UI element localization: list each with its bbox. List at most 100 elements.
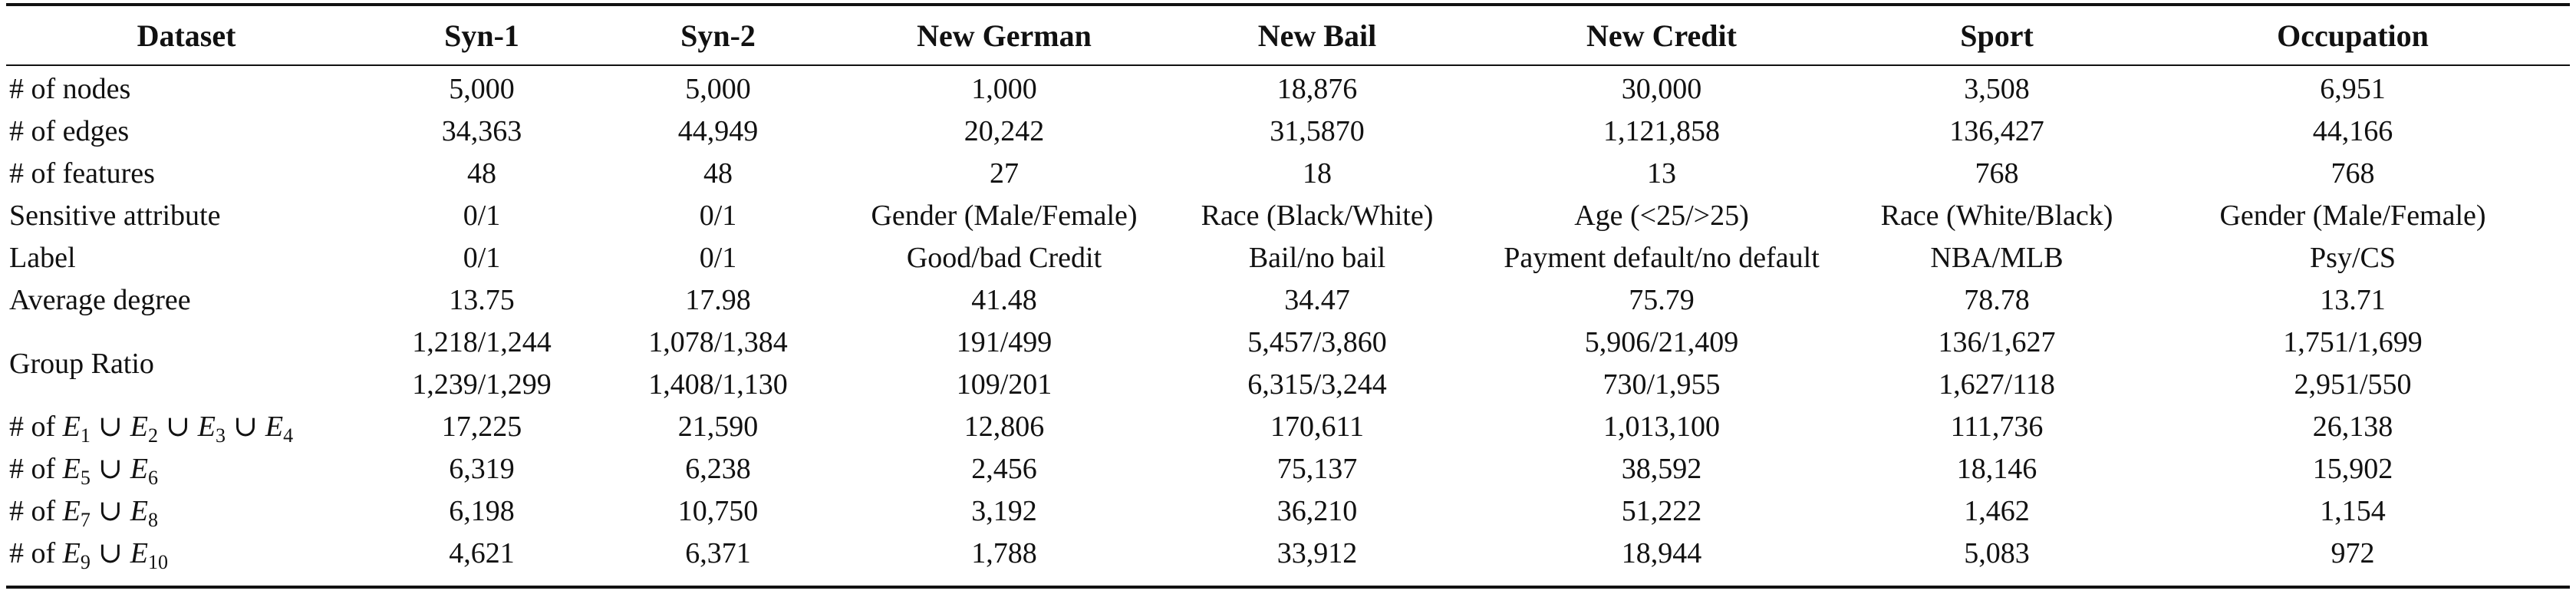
table-cell: 136/1,627 1,627/118 (1858, 322, 2136, 406)
table-cell: 75,137 (1276, 453, 1358, 485)
table-cell: 33,912 (1276, 537, 1358, 569)
table-cell: 18 (1303, 157, 1332, 190)
header-new-german: New German (917, 18, 1092, 53)
header-rule (6, 64, 2570, 66)
table-cell: Payment default/no default (1504, 242, 1820, 274)
group-ratio-line-2: 730/1,955 (1603, 368, 1721, 401)
table-cell: 5,457/3,860 6,315/3,244 (1169, 322, 1465, 406)
table-cell: 18,146 (1956, 453, 2037, 485)
row-label: # of E1 ∪ E2 ∪ E3 ∪ E4 (6, 406, 367, 448)
union-symbol: ∪ (97, 453, 123, 485)
table-body: # of nodes 5,000 5,000 1,000 18,876 30,000 3,5… (6, 65, 2570, 575)
table-cell: 6,319 (449, 453, 515, 485)
table-cell: 0/1 (463, 200, 501, 232)
table-cell: 78.78 (1964, 284, 2030, 316)
table-cell: 0/1 (699, 242, 737, 274)
table-row: # of edges 34,363 44,949 20,242 31,5870 1,121… (6, 111, 2570, 153)
table-cell: 1,751/1,699 2,951/550 (2136, 322, 2570, 406)
union-symbol: ∪ (97, 411, 123, 443)
edge-set-symbol: E (130, 537, 148, 569)
table-cell: Gender (Male/Female) (2219, 200, 2486, 232)
edge-set-symbol: E (62, 453, 81, 485)
table-cell: Good/bad Credit (906, 242, 1102, 274)
table-cell: 20,242 (964, 115, 1045, 147)
row-label: # of E5 ∪ E6 (6, 448, 367, 490)
table-cell: 0/1 (463, 242, 501, 274)
table-cell: 170,611 (1270, 411, 1365, 443)
row-label-prefix: # of (9, 495, 63, 527)
table-cell: 1,788 (971, 537, 1037, 569)
table-cell: 1,218/1,244 1,239/1,299 (367, 322, 597, 406)
table-cell: 5,000 (685, 73, 751, 105)
row-label: # of E7 ∪ E8 (6, 490, 367, 533)
table-cell: NBA/MLB (1930, 242, 2064, 274)
table-cell: 6,371 (685, 537, 751, 569)
table-cell: 1,000 (971, 73, 1037, 105)
row-label: # of features (9, 157, 155, 190)
table-cell: Gender (Male/Female) (871, 200, 1138, 232)
edge-set-subscript: 1 (80, 424, 91, 447)
table-cell: 111,736 (1950, 411, 2044, 443)
table-cell: 136,427 (1949, 115, 2044, 147)
row-label: # of E9 ∪ E10 (6, 533, 367, 575)
row-label: Group Ratio (9, 347, 154, 380)
table-cell: 4,621 (449, 537, 515, 569)
table-cell: 75.79 (1629, 284, 1695, 316)
table-cell: 3,508 (1964, 73, 2030, 105)
union-symbol: ∪ (165, 411, 190, 443)
group-ratio-line-2: 1,627/118 (1939, 368, 2055, 401)
table-cell: 13.75 (449, 284, 515, 316)
table-cell: 36,210 (1276, 495, 1358, 527)
table-cell: 1,154 (2320, 495, 2386, 527)
table-cell: 30,000 (1621, 73, 1702, 105)
row-label: Label (9, 242, 76, 274)
group-ratio-line-2: 109/201 (956, 368, 1052, 401)
table-cell: 768 (1975, 157, 2019, 190)
table-cell: 17.98 (685, 284, 751, 316)
edge-set-symbol: E (62, 537, 81, 569)
table-cell: 31,5870 (1270, 115, 1365, 147)
edge-set-subscript: 6 (147, 467, 158, 489)
table-cell: Age (<25/>25) (1574, 200, 1749, 232)
group-ratio-line-1: 5,457/3,860 (1247, 326, 1387, 358)
table-cell: 2,456 (971, 453, 1037, 485)
table-cell: 48 (703, 157, 733, 190)
table-cell: 0/1 (699, 200, 737, 232)
table-cell: 51,222 (1621, 495, 1702, 527)
edge-set-subscript: 4 (283, 424, 294, 447)
table-cell: 34.47 (1284, 284, 1350, 316)
table-cell: 13.71 (2320, 284, 2386, 316)
edge-set-subscript: 2 (147, 424, 158, 447)
table-cell: 26,138 (2312, 411, 2393, 443)
table-row-group-ratio: Group Ratio 1,218/1,244 1,239/1,299 1,078/1… (6, 322, 2570, 406)
group-ratio-line-2: 2,951/550 (2294, 368, 2412, 401)
row-label: Average degree (9, 284, 191, 316)
header-row: Dataset Syn-1 Syn-2 New German New Bail … (6, 6, 2570, 65)
table-row: Label 0/1 0/1 Good/bad Credit Bail/no bail Pa… (6, 237, 2570, 279)
edge-set-subscript: 8 (147, 509, 158, 531)
table-cell: 18,876 (1276, 73, 1358, 105)
header-dataset: Dataset (137, 18, 236, 53)
table-cell: 768 (2331, 157, 2375, 190)
edge-set-symbol: E (265, 411, 284, 443)
group-ratio-line-2: 1,408/1,130 (648, 368, 788, 401)
group-ratio-line-1: 136/1,627 (1938, 326, 2056, 358)
table-cell: 5,000 (449, 73, 515, 105)
table-row: # of features 48 48 27 18 13 768 768 (6, 153, 2570, 195)
table-cell: 1,462 (1964, 495, 2030, 527)
edge-set-symbol: E (62, 495, 81, 527)
group-ratio-line-1: 1,218/1,244 (412, 326, 552, 358)
table-cell: 21,590 (677, 411, 759, 443)
table-cell: 5,083 (1964, 537, 2030, 569)
edge-set-subscript: 10 (147, 551, 168, 573)
header-new-credit: New Credit (1586, 18, 1737, 53)
table-cell: Race (White/Black) (1880, 200, 2113, 232)
table-cell: 18,944 (1621, 537, 1702, 569)
group-ratio-line-1: 191/499 (956, 326, 1052, 358)
table-cell: 6,238 (685, 453, 751, 485)
edge-set-subscript: 5 (80, 467, 91, 489)
bottom-rule (6, 586, 2570, 589)
union-symbol: ∪ (97, 537, 123, 569)
table-row-edge-set: # of E7 ∪ E8 6,198 10,750 3,192 36,210 51,222 1,… (6, 490, 2570, 533)
